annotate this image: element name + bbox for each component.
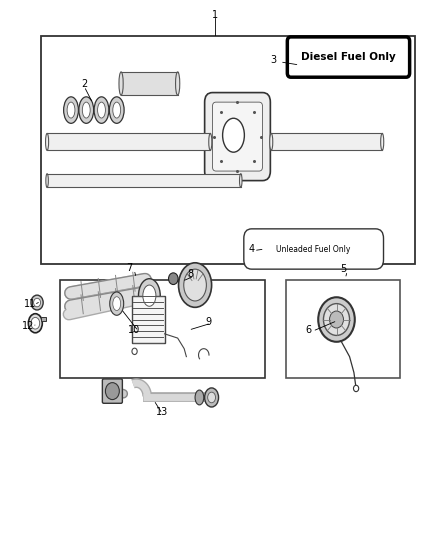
- Ellipse shape: [34, 298, 41, 307]
- Ellipse shape: [46, 174, 48, 188]
- Ellipse shape: [28, 314, 42, 333]
- Text: 11: 11: [24, 298, 36, 309]
- Ellipse shape: [94, 97, 109, 123]
- Ellipse shape: [329, 311, 343, 328]
- Polygon shape: [271, 133, 382, 150]
- Ellipse shape: [169, 273, 178, 285]
- Ellipse shape: [67, 102, 75, 118]
- Ellipse shape: [82, 102, 90, 118]
- Text: 9: 9: [205, 317, 211, 327]
- Ellipse shape: [31, 317, 40, 329]
- Ellipse shape: [132, 348, 137, 354]
- FancyBboxPatch shape: [205, 93, 270, 181]
- Text: 1: 1: [212, 10, 218, 20]
- Text: Diesel Fuel Only: Diesel Fuel Only: [301, 52, 396, 62]
- Text: 12: 12: [22, 321, 35, 331]
- Ellipse shape: [318, 297, 355, 342]
- Text: 7: 7: [127, 263, 133, 273]
- Ellipse shape: [113, 102, 120, 118]
- Text: 4: 4: [248, 244, 254, 254]
- Text: 8: 8: [187, 270, 194, 279]
- Ellipse shape: [138, 279, 160, 313]
- Ellipse shape: [79, 97, 94, 123]
- Text: 5: 5: [340, 264, 346, 274]
- FancyBboxPatch shape: [244, 229, 384, 269]
- FancyBboxPatch shape: [287, 37, 410, 77]
- Text: 13: 13: [156, 407, 169, 417]
- Ellipse shape: [184, 269, 206, 301]
- Ellipse shape: [110, 292, 124, 316]
- FancyBboxPatch shape: [41, 36, 415, 264]
- Ellipse shape: [223, 118, 244, 152]
- Text: Unleaded Fuel Only: Unleaded Fuel Only: [276, 245, 351, 254]
- FancyBboxPatch shape: [41, 317, 46, 321]
- Ellipse shape: [381, 133, 384, 150]
- Ellipse shape: [64, 97, 78, 123]
- Ellipse shape: [205, 388, 219, 407]
- Ellipse shape: [240, 174, 242, 188]
- Ellipse shape: [195, 390, 204, 405]
- Text: 3: 3: [270, 55, 276, 64]
- Ellipse shape: [98, 102, 106, 118]
- Text: 6: 6: [305, 325, 311, 335]
- Polygon shape: [47, 174, 241, 188]
- FancyBboxPatch shape: [132, 296, 165, 343]
- Text: 2: 2: [81, 78, 87, 88]
- Ellipse shape: [113, 297, 120, 311]
- Text: 10: 10: [128, 325, 140, 335]
- Ellipse shape: [143, 285, 156, 306]
- FancyBboxPatch shape: [286, 280, 399, 378]
- Ellipse shape: [119, 72, 123, 95]
- Ellipse shape: [31, 295, 43, 310]
- Ellipse shape: [208, 392, 215, 403]
- Polygon shape: [121, 72, 178, 95]
- Ellipse shape: [353, 385, 359, 392]
- Ellipse shape: [46, 133, 49, 150]
- Ellipse shape: [106, 383, 119, 400]
- Ellipse shape: [176, 72, 180, 95]
- FancyBboxPatch shape: [102, 379, 122, 403]
- Ellipse shape: [110, 97, 124, 123]
- Ellipse shape: [179, 263, 212, 308]
- Ellipse shape: [209, 133, 212, 150]
- Ellipse shape: [270, 133, 273, 150]
- FancyBboxPatch shape: [60, 280, 265, 378]
- Ellipse shape: [323, 304, 350, 335]
- FancyBboxPatch shape: [212, 102, 262, 171]
- Polygon shape: [47, 133, 210, 150]
